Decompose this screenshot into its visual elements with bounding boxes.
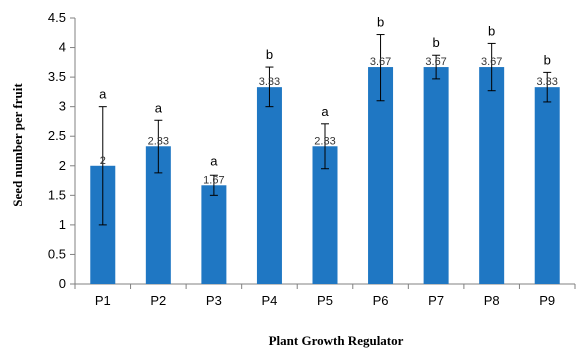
x-axis-title: Plant Growth Regulator	[269, 333, 404, 348]
data-label: 2	[100, 155, 106, 167]
data-label: 3.67	[370, 56, 391, 68]
data-label: 3.33	[259, 76, 280, 88]
significance-letter: a	[321, 104, 329, 119]
plot-area: 0 0.5 1 1.5 2 2.5 3 3.5 4 4.5 2 a P1 2.33 a P2 1.67 a P3 3.…	[48, 10, 576, 308]
x-tick-label: P1	[95, 293, 111, 308]
data-label: 3.67	[425, 56, 446, 68]
y-tick-label: 3.5	[48, 69, 66, 84]
y-tick-label: 2.5	[48, 128, 66, 143]
y-axis-title: Seed number per fruit	[10, 83, 25, 207]
bar	[368, 67, 394, 284]
data-label: 3.33	[537, 76, 558, 88]
data-label: 2.33	[148, 135, 169, 147]
x-tick-label: P5	[317, 293, 333, 308]
x-tick-label: P8	[484, 293, 500, 308]
x-tick-label: P6	[373, 293, 389, 308]
bar	[534, 87, 560, 284]
y-tick-label: 3	[59, 99, 66, 114]
y-tick-label: 4.5	[48, 10, 66, 25]
y-tick-label: 1.5	[48, 187, 66, 202]
significance-letter: a	[210, 153, 218, 168]
x-tick-label: P2	[150, 293, 166, 308]
x-tick-label: P7	[428, 293, 444, 308]
y-tick-label: 0	[59, 276, 66, 291]
y-tick-label: 4	[59, 40, 66, 55]
significance-letter: b	[377, 15, 384, 30]
data-label: 3.67	[481, 56, 502, 68]
significance-letter: a	[99, 87, 107, 102]
significance-letter: b	[432, 35, 439, 50]
bar	[423, 67, 449, 284]
x-tick-label: P9	[539, 293, 555, 308]
significance-letter: a	[155, 100, 163, 115]
data-label: 1.67	[203, 174, 224, 186]
y-tick-label: 0.5	[48, 246, 66, 261]
significance-letter: b	[544, 52, 551, 67]
data-label: 2.33	[314, 135, 335, 147]
y-tick-label: 1	[59, 217, 66, 232]
bar	[256, 87, 282, 284]
bar	[201, 185, 227, 284]
y-tick-label: 2	[59, 158, 66, 173]
significance-letter: b	[488, 23, 495, 38]
x-tick-label: P4	[261, 293, 277, 308]
bar	[479, 67, 505, 284]
x-tick-label: P3	[206, 293, 222, 308]
significance-letter: b	[266, 47, 273, 62]
